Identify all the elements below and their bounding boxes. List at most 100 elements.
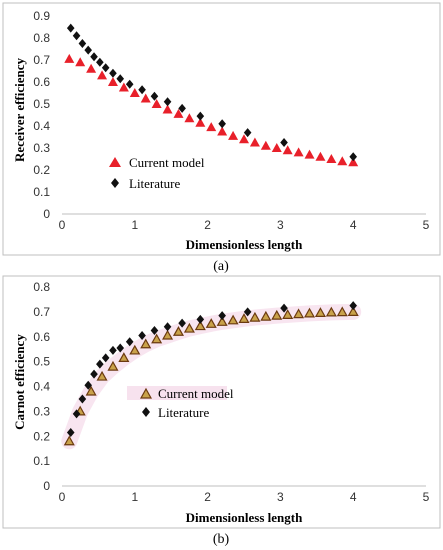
- panel-b-legend-marker-literature: [142, 407, 150, 417]
- current-model-point: [217, 126, 228, 136]
- current-model-point: [206, 122, 217, 132]
- literature-point: [150, 326, 159, 336]
- x-tick-label: 0: [59, 490, 66, 504]
- current-model-point: [239, 134, 249, 144]
- panel-a: 0 0.1 0.2 0.3 0.4 0.5 0.6 0.7 0.8 0.9 0 1 2 3 4 5 Dime…: [2, 2, 441, 256]
- literature-point: [243, 128, 252, 138]
- x-tick-label: 3: [277, 218, 284, 232]
- literature-point: [163, 97, 172, 107]
- current-model-point: [107, 360, 119, 371]
- current-model-point: [260, 310, 272, 321]
- panel-b-x-ticks: 0 1 2 3 4 5: [59, 490, 430, 504]
- current-model-point: [97, 70, 108, 80]
- literature-point: [109, 68, 117, 78]
- literature-point: [96, 57, 104, 67]
- current-model-point: [228, 130, 239, 140]
- literature-point: [138, 331, 146, 341]
- current-model-point: [205, 318, 217, 328]
- panel-b-legend: Current model Literature: [127, 386, 234, 420]
- y-tick-label: 0.9: [33, 9, 50, 23]
- current-model-point: [227, 314, 239, 325]
- panel-b-x-axis-title: Dimensionless length: [186, 510, 303, 525]
- current-model-point: [315, 151, 326, 161]
- literature-point: [218, 311, 226, 321]
- literature-point: [280, 138, 288, 147]
- current-model-point: [314, 307, 326, 317]
- literature-point: [84, 45, 93, 55]
- y-tick-label: 0.8: [33, 31, 50, 45]
- y-tick-label: 0.5: [33, 97, 50, 111]
- y-tick-label: 0.1: [33, 185, 50, 199]
- y-tick-label: 0.7: [33, 305, 50, 319]
- y-tick-label: 0.3: [33, 404, 50, 418]
- current-model-point: [86, 63, 97, 73]
- literature-point: [196, 111, 205, 121]
- y-tick-label: 0.8: [33, 280, 50, 294]
- current-model-point: [118, 82, 129, 92]
- current-model-point: [293, 147, 304, 157]
- literature-point: [178, 103, 186, 113]
- literature-point: [280, 303, 288, 313]
- literature-point: [349, 152, 357, 162]
- current-model-point: [271, 143, 282, 152]
- y-tick-label: 0: [43, 207, 50, 221]
- current-model-point: [282, 145, 293, 155]
- current-model-point: [96, 370, 108, 381]
- current-model-point: [260, 140, 271, 150]
- current-model-point: [63, 435, 75, 446]
- y-tick-label: 0.5: [33, 355, 50, 369]
- panel-b-legend-label-current: Current model: [158, 386, 234, 401]
- current-model-point: [140, 338, 152, 349]
- panel-a-x-ticks: 0 1 2 3 4 5: [59, 218, 430, 232]
- current-model-point: [303, 307, 316, 318]
- literature-point: [78, 39, 87, 48]
- panel-a-caption: (a): [213, 259, 229, 274]
- panel-b-legend-label-literature: Literature: [158, 405, 209, 420]
- literature-point: [90, 369, 98, 379]
- current-model-point: [194, 320, 206, 331]
- panel-b-y-axis-title: Carnot efficiency: [12, 334, 27, 430]
- panel-b-legend-marker-current: [139, 387, 153, 399]
- current-model-point: [347, 306, 359, 316]
- panel-a-legend-marker-current: [109, 157, 121, 167]
- panel-b-caption: (b): [213, 532, 230, 547]
- literature-point: [66, 23, 75, 33]
- panel-a-legend: Current model Literature: [109, 155, 205, 191]
- literature-point: [101, 353, 110, 363]
- current-model-point: [129, 88, 140, 97]
- current-model-point: [348, 157, 359, 167]
- panel-a-y-ticks: 0 0.1 0.2 0.3 0.4 0.5 0.6 0.7 0.8 0.9: [33, 9, 50, 221]
- literature-point: [178, 318, 186, 328]
- literature-point: [243, 307, 252, 317]
- literature-point: [218, 119, 226, 129]
- y-tick-label: 0.2: [33, 429, 50, 443]
- current-model-point: [282, 309, 294, 319]
- x-tick-label: 3: [277, 490, 284, 504]
- panel-a-marks: [64, 23, 359, 167]
- x-tick-label: 4: [350, 218, 357, 232]
- current-model-point: [162, 329, 174, 340]
- literature-point: [78, 394, 87, 404]
- literature-point: [72, 409, 81, 419]
- panel-a-legend-label-current: Current model: [129, 155, 205, 170]
- panel-b-y-ticks: 0 0.1 0.2 0.3 0.4 0.5 0.6 0.7 0.8: [33, 280, 50, 493]
- current-model-point: [249, 137, 260, 147]
- y-tick-label: 0.7: [33, 53, 50, 67]
- current-model-point: [216, 316, 228, 326]
- literature-point: [138, 85, 146, 95]
- current-model-point: [325, 306, 337, 317]
- literature-point: [72, 31, 81, 41]
- current-model-point: [183, 322, 195, 333]
- panel-b-legend-highlight: [127, 386, 227, 400]
- literature-point: [116, 74, 125, 84]
- y-tick-label: 0.4: [33, 119, 50, 133]
- x-tick-label: 5: [423, 490, 430, 504]
- panel-a-x-axis-title: Dimensionless length: [186, 237, 303, 252]
- current-model-point: [336, 306, 348, 317]
- current-model-point: [249, 311, 261, 322]
- y-tick-label: 0.2: [33, 163, 50, 177]
- current-model-point: [293, 308, 305, 319]
- x-tick-label: 2: [204, 490, 211, 504]
- literature-point: [66, 428, 75, 438]
- literature-point: [196, 314, 205, 324]
